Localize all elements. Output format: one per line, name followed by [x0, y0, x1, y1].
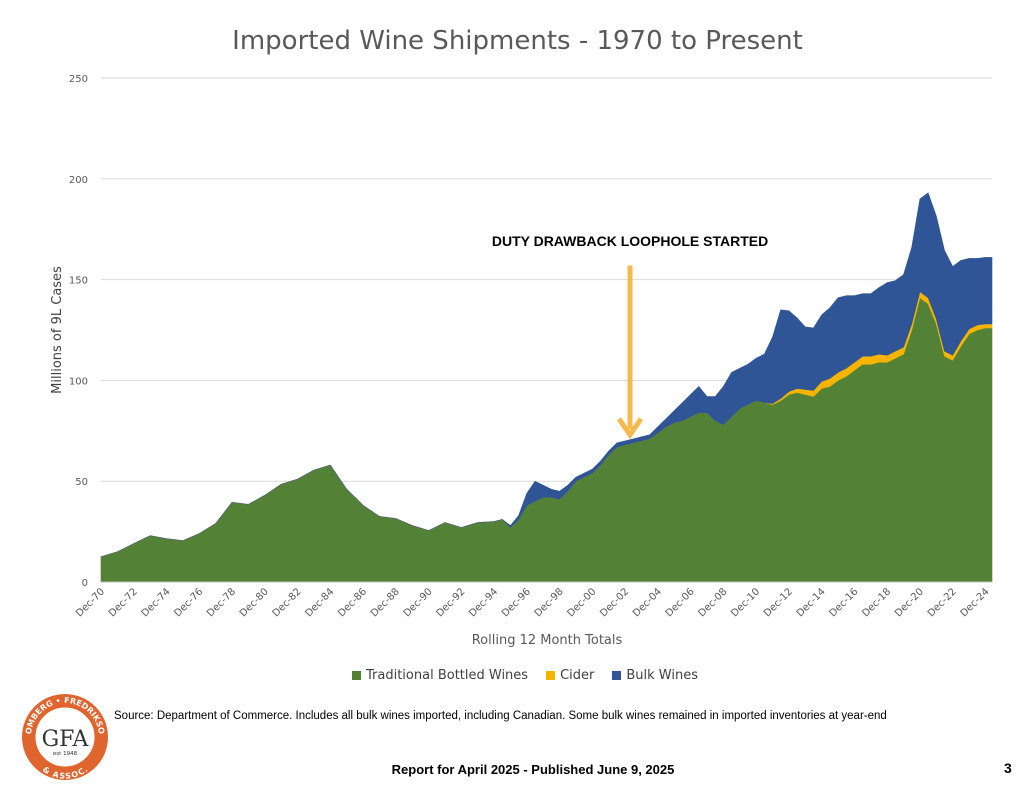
company-logo: GOMBERG • FREDRIKSON & ASSOC. GFA est 19… [20, 692, 108, 781]
svg-text:GFA: GFA [42, 727, 90, 752]
x-tick-label: Dec-08 [696, 586, 729, 619]
y-tick-label: 200 [69, 175, 88, 186]
x-tick-label: Dec-20 [893, 586, 926, 619]
footer-text: Report for April 2025 - Published June 9… [391, 762, 675, 777]
legend-swatch [612, 671, 622, 680]
x-tick-labels: Dec-70 Dec-72 Dec-74 Dec-76 Dec-78 Dec-80 Dec-… [74, 586, 991, 619]
x-tick-label: Dec-04 [631, 586, 664, 619]
x-tick-label: Dec-12 [762, 586, 795, 619]
legend-item-bulk: Bulk Wines [612, 668, 698, 683]
y-tick-label: 0 [82, 578, 88, 589]
x-tick-label: Dec-24 [959, 586, 992, 619]
area-bulk-wines [100, 192, 993, 558]
x-tick-label: Dec-94 [467, 586, 500, 619]
x-tick-label: Dec-14 [795, 586, 828, 619]
legend-label: Bulk Wines [626, 668, 698, 683]
y-tick-label: 250 [69, 74, 88, 85]
x-tick-label: Dec-10 [729, 586, 762, 619]
y-axis-label: Millions of 9L Cases [50, 266, 65, 394]
x-tick-label: Dec-18 [860, 586, 893, 619]
x-axis-label: Rolling 12 Month Totals [472, 633, 623, 648]
annotation-arrow-head [616, 417, 644, 440]
legend-swatch [352, 671, 361, 680]
x-tick-label: Dec-00 [565, 586, 598, 619]
x-tick-label: Dec-86 [336, 586, 369, 619]
x-tick-label: Dec-02 [598, 586, 631, 619]
y-tick-labels: 0 50 100 150 200 250 [69, 74, 88, 589]
x-tick-label: Dec-74 [140, 586, 173, 619]
x-tick-label: Dec-06 [664, 586, 697, 619]
x-tick-label: Dec-72 [107, 586, 140, 619]
page-number: 3 [1004, 760, 1012, 776]
x-tick-label: Dec-70 [74, 586, 107, 619]
stacked-areas [100, 192, 993, 583]
y-tick-label: 150 [69, 276, 88, 287]
x-tick-label: Dec-96 [500, 586, 533, 619]
x-tick-label: Dec-80 [238, 586, 271, 619]
y-tick-label: 50 [75, 477, 88, 488]
area-chart: 0 50 100 150 200 250 Dec-70 Dec-72 Dec-74 Dec-76… [50, 74, 993, 648]
annotation: DUTY DRAWBACK LOOPHOLE STARTED [492, 233, 768, 440]
x-tick-label: Dec-90 [402, 586, 435, 619]
legend-item-bottled: Traditional Bottled Wines [352, 668, 528, 683]
x-tick-label: Dec-76 [172, 586, 205, 619]
legend: Traditional Bottled Wines Cider Bulk Win… [0, 668, 1035, 683]
x-tick-label: Dec-82 [271, 586, 304, 619]
legend-label: Traditional Bottled Wines [366, 668, 529, 683]
legend-label: Cider [560, 668, 595, 683]
x-tick-label: Dec-88 [369, 586, 402, 619]
x-tick-label: Dec-84 [303, 586, 336, 619]
x-tick-label: Dec-98 [533, 586, 566, 619]
x-tick-label: Dec-22 [926, 586, 959, 619]
annotation-label: DUTY DRAWBACK LOOPHOLE STARTED [492, 233, 768, 249]
x-tick-label: Dec-78 [205, 586, 238, 619]
legend-swatch [546, 671, 556, 680]
svg-text:est 1948: est 1948 [53, 751, 78, 757]
x-tick-label: Dec-92 [434, 586, 467, 619]
y-tick-label: 100 [69, 376, 88, 387]
legend-item-cider: Cider [546, 668, 594, 683]
x-tick-label: Dec-16 [828, 586, 861, 619]
chart-title: Imported Wine Shipments - 1970 to Presen… [232, 26, 803, 56]
source-note: Source: Department of Commerce. Includes… [114, 710, 887, 722]
